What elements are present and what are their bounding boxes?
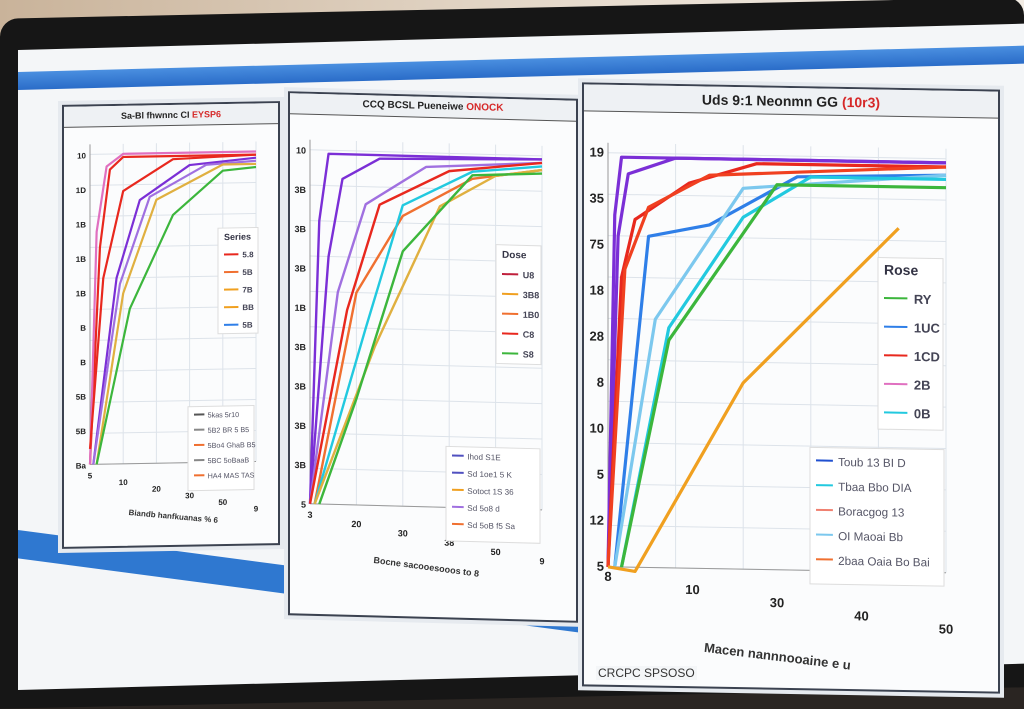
y-tick-label: 18	[590, 282, 604, 297]
y-tick-label: 19	[590, 144, 604, 159]
y-tick-label: 3B	[294, 421, 306, 431]
x-tick-label: 9	[539, 556, 544, 566]
y-tick-label: 12	[590, 512, 604, 527]
y-tick-label: 1D	[76, 186, 86, 195]
legend-label: HA4 MAS TAS	[208, 471, 255, 481]
legend-label: 7B	[242, 285, 252, 294]
y-tick-label: 28	[590, 328, 604, 343]
x-tick-label: 50	[491, 547, 501, 557]
legend-label: 1B0	[523, 310, 540, 320]
y-tick-label: 3B	[294, 342, 306, 352]
y-tick-label: 3B	[294, 263, 306, 273]
y-tick-label: 1B	[76, 255, 86, 264]
legend-label: U8	[523, 270, 535, 280]
legend-label: C8	[523, 330, 535, 340]
legend-label: 0B	[914, 406, 931, 421]
grid-line	[310, 185, 542, 191]
y-tick-label: 5B	[76, 427, 86, 436]
legend-label: BB	[242, 303, 254, 312]
y-tick-label: 75	[590, 236, 604, 251]
y-tick-label: 10	[590, 420, 604, 435]
y-tick-label: 10	[77, 151, 86, 160]
x-tick-label: 30	[398, 528, 408, 538]
x-tick-label: 3	[307, 510, 312, 520]
grid-line	[608, 443, 946, 449]
legend-label: Ihod S1E	[467, 452, 501, 462]
legend-label: 5B	[242, 321, 252, 330]
legend-label: Boracgog 13	[838, 505, 904, 519]
legend-label: RY	[914, 292, 932, 307]
y-tick-label: Ba	[76, 461, 87, 470]
legend-label: 5B2 BR 5 B5	[208, 425, 250, 435]
y-tick-label: B	[80, 358, 86, 367]
y-tick-label: 5B	[76, 393, 86, 402]
y-tick-label: 1B	[76, 289, 86, 298]
x-tick-label: 50	[939, 621, 953, 636]
legend-label: 1UC	[914, 320, 941, 335]
x-axis-label: Bocne sacooesooos to 8	[373, 555, 479, 579]
y-tick-label: 5	[597, 467, 604, 482]
y-tick-label: 10	[296, 145, 306, 155]
legend-label: 5kas 5r10	[208, 410, 240, 420]
x-tick-label: 30	[185, 491, 194, 500]
legend-label: 2baa Oaia Bo Bai	[838, 555, 930, 570]
grid-line	[90, 369, 256, 372]
legend-label: 5.8	[242, 250, 254, 259]
x-tick-label: 50	[218, 498, 227, 507]
x-tick-label: 5	[88, 471, 93, 480]
legend-label: Toub 13 BI D	[838, 456, 906, 470]
legend-label: 2B	[914, 378, 931, 393]
legend-title: Series	[224, 232, 251, 242]
legend-label: Sotoct 1S 36	[467, 487, 514, 497]
x-tick-label: 9	[254, 504, 259, 513]
legend-box	[496, 245, 541, 365]
y-tick-label: 3B	[294, 460, 306, 470]
x-axis-label: Biandb hanfkuanas % 6	[128, 508, 219, 525]
x-tick-label: 20	[152, 485, 161, 494]
status-text: CRCPC SPSOSO	[596, 666, 697, 680]
grid-line	[608, 236, 946, 242]
legend-box	[878, 258, 943, 431]
x-tick-label: 10	[685, 582, 699, 597]
y-tick-label: 3B	[294, 224, 306, 234]
x-tick-label: 20	[351, 519, 361, 529]
x-tick-label: 10	[119, 478, 128, 487]
x-axis-label: Macen nannnooaine e u	[703, 640, 851, 673]
legend-label: 5BC 5oBaaB	[208, 455, 250, 465]
y-tick-label: 8	[597, 375, 604, 390]
y-tick-label: 3B	[294, 185, 306, 195]
y-tick-label: 5	[301, 500, 306, 510]
x-tick-label: 8	[604, 569, 611, 584]
y-tick-label: 1B	[76, 220, 86, 229]
legend-label: Sd 5oB f5 Sa	[467, 521, 515, 531]
legend-label: Sd 1oe1 5 K	[467, 470, 512, 480]
y-tick-label: 35	[590, 190, 604, 205]
legend-title: Dose	[502, 250, 527, 262]
x-tick-label: 30	[770, 595, 784, 610]
y-tick-label: 3B	[294, 381, 306, 391]
legend-box	[218, 227, 258, 333]
legend-label: S8	[523, 349, 534, 359]
legend-label: 3B8	[523, 290, 540, 300]
legend-title: Rose	[884, 262, 918, 279]
y-tick-label: 5	[597, 559, 604, 574]
legend-label: 5B	[242, 268, 252, 277]
x-tick-label: 40	[854, 608, 868, 623]
grid-line	[90, 400, 256, 403]
y-tick-label: B	[80, 324, 86, 333]
y-tick-label: 1B	[294, 303, 306, 313]
legend-label: 1CD	[914, 349, 940, 364]
legend-label: Tbaa Bbo DIA	[838, 481, 912, 495]
legend-label: 5Bo4 GhaB B5	[208, 440, 256, 450]
window-title-bar	[18, 46, 1024, 90]
legend-label: Sd 5o8 d	[467, 504, 499, 514]
legend-label: OI Maoai Bb	[838, 530, 903, 544]
